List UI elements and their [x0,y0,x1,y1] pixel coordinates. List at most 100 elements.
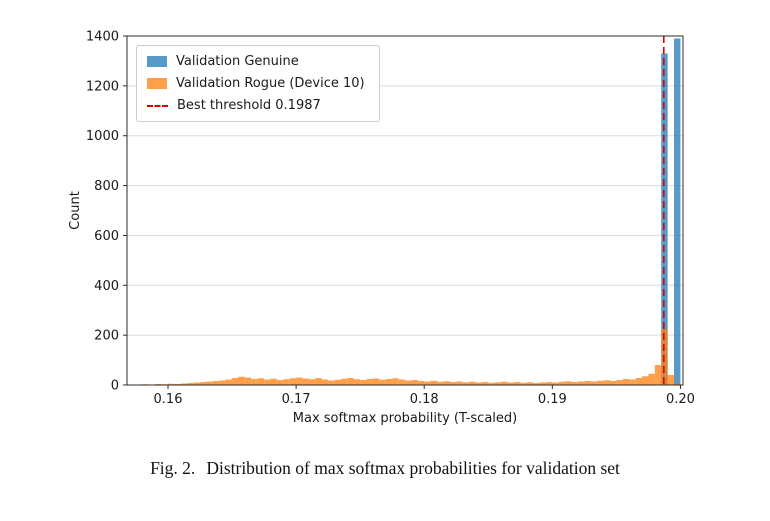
legend-label-threshold: Best threshold 0.1987 [177,98,321,113]
rogue-histogram-bar [302,378,309,385]
rogue-histogram-bar [167,383,175,385]
histogram-chart: 0.16 0.17 0.18 0.19 0.20 0 200 400 600 800 1000 120… [68,30,695,427]
rogue-histogram-bar [590,381,598,385]
y-tick-label: 1400 [86,30,119,45]
y-tick-label: 200 [94,329,119,344]
rogue-histogram-bar [488,382,495,385]
rogue-histogram-bar [558,381,566,385]
rogue-histogram-bar [180,383,188,385]
rogue-histogram-bar [238,376,245,385]
y-tick-label: 400 [94,279,119,294]
rogue-histogram-bar [539,382,546,385]
y-tick-label: 800 [94,179,119,194]
rogue-histogram-bar [648,373,655,385]
rogue-histogram-bar [654,365,662,385]
rogue-histogram-bar [200,382,207,385]
rogue-histogram-bar [398,379,405,385]
rogue-histogram-bar [321,379,329,385]
rogue-histogram-bar [340,378,348,385]
rogue-histogram-bar [232,378,239,385]
rogue-histogram-bar [283,379,290,385]
x-tick-label: 0.18 [410,392,439,407]
rogue-histogram-bar [315,378,322,385]
rogue-histogram-bar [379,379,386,385]
rogue-histogram-bar [276,380,284,385]
rogue-histogram-bar [501,381,508,385]
rogue-histogram-bar [251,379,258,385]
x-axis-label: Max softmax probability (T-scaled) [293,411,517,426]
legend-item-genuine: Validation Genuine [147,53,365,70]
y-tick-label: 600 [94,229,119,244]
y-tick-label: 1000 [86,129,119,144]
rogue-histogram-bar [526,382,534,385]
rogue-histogram-bar [411,380,418,385]
rogue-histogram-bar [674,383,681,385]
rogue-histogram-bar [456,381,463,385]
rogue-histogram-bar [347,378,354,385]
rogue-histogram-bar [328,380,335,385]
rogue-histogram-bar [244,377,252,385]
rogue-histogram-bar [552,382,559,385]
legend-label-rogue: Validation Rogue (Device 10) [176,76,365,91]
rogue-histogram-bar [366,379,373,385]
rogue-histogram-bar [264,379,271,385]
rogue-histogram-bar [417,381,425,385]
y-tick-label: 0 [111,379,119,394]
rogue-histogram-bar [481,382,489,385]
rogue-histogram-bar [622,379,630,385]
rogue-histogram-bar [642,376,649,385]
rogue-histogram-bar [545,382,553,385]
rogue-histogram-bar [193,382,201,385]
rogue-histogram-bar [443,381,450,385]
rogue-histogram-bar [667,375,675,385]
figure-caption: Fig. 2. Distribution of max softmax proba… [0,458,770,479]
threshold-line-sample [147,104,168,107]
rogue-histogram-bar [257,378,265,385]
rogue-histogram-bar [430,380,438,385]
rogue-histogram-bar [603,380,610,385]
x-tick-label: 0.16 [154,392,183,407]
rogue-histogram-bar [462,382,470,385]
rogue-histogram-bar [372,378,380,385]
rogue-histogram-bar [577,381,585,385]
rogue-histogram-bar [571,382,578,385]
rogue-histogram-bar [635,378,643,385]
legend-label-genuine: Validation Genuine [176,54,299,69]
rogue-histogram-bar [385,379,393,385]
rogue-histogram-bar [405,380,412,385]
rogue-histogram-bar [469,381,476,385]
rogue-histogram-bar [206,381,213,385]
rogue-histogram-bar [609,381,617,385]
rogue-histogram-bar [533,383,540,385]
rogue-histogram-bar [475,382,482,385]
rogue-histogram-bar [449,382,457,385]
legend-item-threshold: Best threshold 0.1987 [147,97,365,114]
rogue-histogram-bar [584,381,591,385]
rogue-histogram-bar [334,379,341,385]
rogue-histogram-bar [392,378,399,385]
genuine-histogram-bar [674,38,681,385]
rogue-histogram-bar [437,381,444,385]
rogue-histogram-bar [187,383,194,385]
genuine-histogram-bar [661,53,668,385]
rogue-histogram-bar [565,381,572,385]
rogue-swatch [147,78,167,89]
x-tick-label: 0.17 [282,392,311,407]
x-tick-label: 0.20 [666,392,695,407]
figure-number: Fig. 2. [150,458,196,478]
plot-frame [126,35,684,386]
y-axis-label: Count [68,191,83,230]
rogue-histogram-bar [296,377,303,385]
rogue-histogram-bar [507,382,514,385]
rogue-histogram-bar [219,380,226,385]
rogue-histogram-bar [353,379,361,385]
rogue-histogram-bar [308,379,316,385]
rogue-histogram-bar [225,379,233,385]
rogue-histogram-bar [212,381,220,385]
rogue-histogram-bar [494,382,502,385]
rogue-histogram-bar [597,380,604,385]
rogue-histogram-bar [270,378,277,385]
chart-legend: Validation Genuine Validation Rogue (Dev… [136,45,380,122]
y-tick-label: 1200 [86,79,119,94]
rogue-histogram-bar [520,382,527,385]
